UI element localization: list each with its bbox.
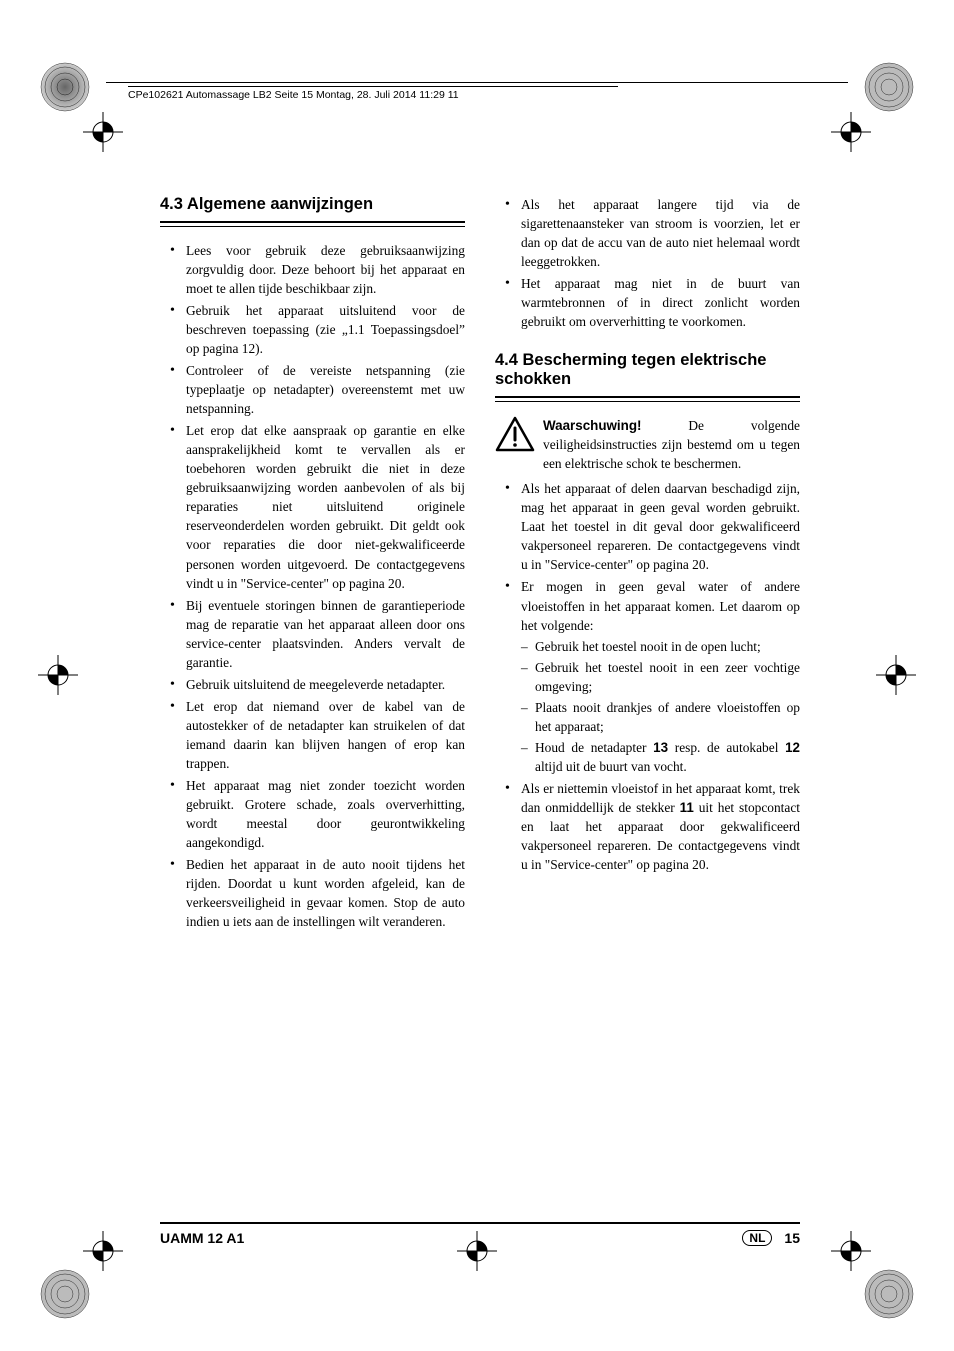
list-item: Let erop dat niemand over de kabel van d… — [160, 697, 465, 773]
warning-icon — [495, 416, 535, 473]
ref-number: 13 — [653, 740, 668, 755]
right-column: Als het apparaat langere tijd via de sig… — [495, 195, 800, 934]
registration-mark-icon — [38, 1267, 92, 1321]
heading-4-4: 4.4 Bescherming tegen elektrische schokk… — [495, 351, 800, 389]
page-number: 15 — [784, 1230, 800, 1246]
crosshair-icon — [831, 1231, 871, 1271]
heading-4-3: 4.3 Algemene aanwijzingen — [160, 195, 465, 214]
text: resp. de autokabel — [668, 740, 785, 755]
footer-right: NL 15 — [742, 1230, 800, 1246]
print-header: CPe102621 Automassage LB2 Seite 15 Monta… — [128, 86, 618, 101]
text: altijd uit de buurt van vocht. — [535, 759, 687, 774]
dash-item: Houd de netadapter 13 resp. de autokabel… — [521, 738, 800, 776]
text: Houd de netadapter — [535, 740, 653, 755]
crosshair-icon — [38, 655, 78, 695]
bullet-list-4-3: Lees voor gebruik deze gebruiksaanwijzin… — [160, 241, 465, 931]
dash-item: Gebruik het toestel nooit in een zeer vo… — [521, 658, 800, 696]
dash-list: Gebruik het toestel nooit in de open luc… — [521, 637, 800, 776]
list-item: Het apparaat mag niet in de buurt van wa… — [495, 274, 800, 331]
heading-rule — [160, 221, 465, 227]
list-item-text: Er mogen in geen geval water of andere v… — [521, 579, 800, 632]
content: 4.3 Algemene aanwijzingen Lees voor gebr… — [160, 195, 800, 934]
bullet-list-4-4: Als het apparaat of delen daarvan bescha… — [495, 479, 800, 874]
warning-block: Waarschuwing! De volgende veiligheidsins… — [495, 416, 800, 473]
list-item: Als het apparaat langere tijd via de sig… — [495, 195, 800, 271]
list-item: Het apparaat mag niet zonder toezicht wo… — [160, 776, 465, 852]
crosshair-icon — [876, 655, 916, 695]
registration-mark-icon — [38, 60, 92, 114]
heading-rule — [495, 396, 800, 402]
ref-number: 11 — [680, 800, 694, 815]
crosshair-icon — [831, 112, 871, 152]
list-item: Bedien het apparaat in de auto nooit tij… — [160, 855, 465, 931]
list-item: Gebruik het apparaat uitsluitend voor de… — [160, 301, 465, 358]
page-footer: UAMM 12 A1 NL 15 — [160, 1222, 800, 1246]
footer-model: UAMM 12 A1 — [160, 1230, 244, 1246]
list-item: Er mogen in geen geval water of andere v… — [495, 577, 800, 775]
warning-label: Waarschuwing! — [543, 418, 641, 433]
list-item: Als het apparaat of delen daarvan bescha… — [495, 479, 800, 574]
list-item: Controleer of de vereiste netspanning (z… — [160, 361, 465, 418]
registration-mark-icon — [862, 1267, 916, 1321]
page: CPe102621 Automassage LB2 Seite 15 Monta… — [0, 0, 954, 1351]
list-item: Als er niettemin vloeistof in het appara… — [495, 779, 800, 874]
ref-number: 12 — [785, 740, 800, 755]
crosshair-icon — [83, 112, 123, 152]
language-badge: NL — [742, 1230, 772, 1246]
list-item: Bij eventuele storingen binnen de garant… — [160, 596, 465, 672]
list-item: Gebruik uitsluitend de meegeleverde neta… — [160, 675, 465, 694]
list-item: Lees voor gebruik deze gebruiksaanwijzin… — [160, 241, 465, 298]
dash-item: Plaats nooit drankjes of andere vloeisto… — [521, 698, 800, 736]
left-column: 4.3 Algemene aanwijzingen Lees voor gebr… — [160, 195, 465, 934]
list-item: Let erop dat elke aanspraak op garantie … — [160, 421, 465, 592]
header-rule — [106, 82, 848, 83]
bullet-list-4-3-cont: Als het apparaat langere tijd via de sig… — [495, 195, 800, 331]
registration-mark-icon — [862, 60, 916, 114]
warning-text: Waarschuwing! De volgende veiligheidsins… — [543, 416, 800, 473]
dash-item: Gebruik het toestel nooit in de open luc… — [521, 637, 800, 656]
crosshair-icon — [83, 1231, 123, 1271]
